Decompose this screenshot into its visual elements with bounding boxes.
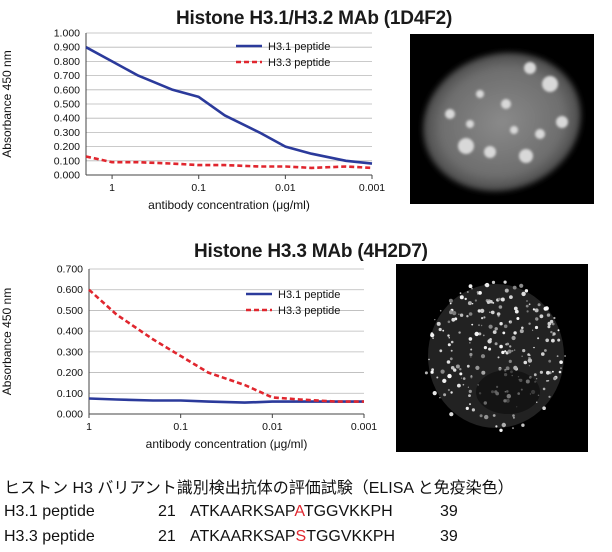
y-tick-label: 0.300 <box>57 346 83 358</box>
y-tick-label: 0.900 <box>54 42 80 54</box>
sequence-start: 21 <box>158 503 176 520</box>
micrograph-2-image <box>396 264 588 452</box>
x-tick-label: 0.001 <box>359 182 385 194</box>
sequence-end: 39 <box>440 503 458 520</box>
x-tick-label: 0.01 <box>262 421 283 433</box>
legend-label: H3.1 peptide <box>278 289 340 301</box>
sequence-before: ATKAARKSAP <box>190 528 296 545</box>
y-tick-label: 0.800 <box>54 56 80 68</box>
y-tick-label: 0.700 <box>57 264 83 276</box>
series-line-1 <box>85 46 373 165</box>
sequence-mutation: A <box>294 503 304 520</box>
y-tick-label: 0.700 <box>54 70 80 82</box>
sequence-mutation: S <box>295 528 307 545</box>
sequence-after: TGGVKKPH <box>303 503 393 520</box>
sequence-start: 21 <box>158 528 176 545</box>
sequence-name: H3.1 peptide <box>4 503 95 520</box>
sequence-row-h33: H3.3 peptide 21 ATKAARKSAPSTGGVKKPH 39 <box>4 528 604 548</box>
x-tick-label: 1 <box>86 421 92 433</box>
y-tick-label: 0.100 <box>54 155 80 167</box>
y-tick-label: 0.000 <box>54 170 80 182</box>
y-tick-label: 0.600 <box>54 84 80 96</box>
y-tick-label: 0.200 <box>57 367 83 379</box>
chart2-title: Histone H3.3 MAb (4H2D7) <box>194 241 428 262</box>
chart1-title: Histone H3.1/H3.2 MAb (1D4F2) <box>176 8 453 29</box>
legend-label: H3.3 peptide <box>278 305 340 317</box>
sequence-end: 39 <box>440 528 458 545</box>
y-tick-label: 0.500 <box>54 99 80 111</box>
series-line-2 <box>85 155 373 170</box>
y-tick-label: 1.000 <box>54 28 80 40</box>
sequence-text: ATKAARKSAPATGGVKKPH <box>190 503 393 521</box>
y-tick-label: 0.200 <box>54 141 80 153</box>
legend-label: H3.3 peptide <box>268 57 330 69</box>
y-tick-label: 0.500 <box>57 305 83 317</box>
x-axis-title: antibody concentration (μg/ml) <box>146 437 308 451</box>
y-axis-title: Absorbance 450 nm <box>0 50 14 157</box>
sequence-name: H3.3 peptide <box>4 528 95 545</box>
y-tick-label: 0.400 <box>57 326 83 338</box>
y-tick-label: 0.300 <box>54 127 80 139</box>
y-tick-label: 0.100 <box>57 388 83 400</box>
x-tick-label: 0.001 <box>351 421 377 433</box>
x-tick-label: 0.1 <box>173 421 188 433</box>
y-tick-label: 0.600 <box>57 284 83 296</box>
figure-caption: ヒストン H3 バリアント識別検出抗体の評価試験（ELISA と免疫染色） <box>4 480 514 497</box>
y-tick-label: 0.000 <box>57 409 83 421</box>
sequence-text: ATKAARKSAPSTGGVKKPH <box>190 528 395 546</box>
x-tick-label: 1 <box>109 182 115 194</box>
x-tick-label: 0.1 <box>191 182 206 194</box>
x-tick-label: 0.01 <box>275 182 296 194</box>
sequence-row-h31: H3.1 peptide 21 ATKAARKSAPATGGVKKPH 39 <box>4 503 604 523</box>
sequence-after: TGGVKKPH <box>306 528 396 545</box>
chart1-plot: 0.000 0.100 0.200 0.300 0.400 0.500 0.600 0.700… <box>0 28 385 213</box>
speckle-texture <box>424 280 566 432</box>
x-axis-title: antibody concentration (μg/ml) <box>148 198 310 212</box>
y-tick-label: 0.400 <box>54 113 80 125</box>
chart2-plot: 0.000 0.100 0.200 0.300 0.400 0.500 0.600 0.700… <box>0 264 377 452</box>
y-axis-title: Absorbance 450 nm <box>0 288 14 395</box>
legend-label: H3.1 peptide <box>268 41 330 53</box>
sequence-before: ATKAARKSAP <box>190 503 295 520</box>
micrograph-1-image <box>410 34 594 204</box>
series-line-2 <box>88 288 364 403</box>
